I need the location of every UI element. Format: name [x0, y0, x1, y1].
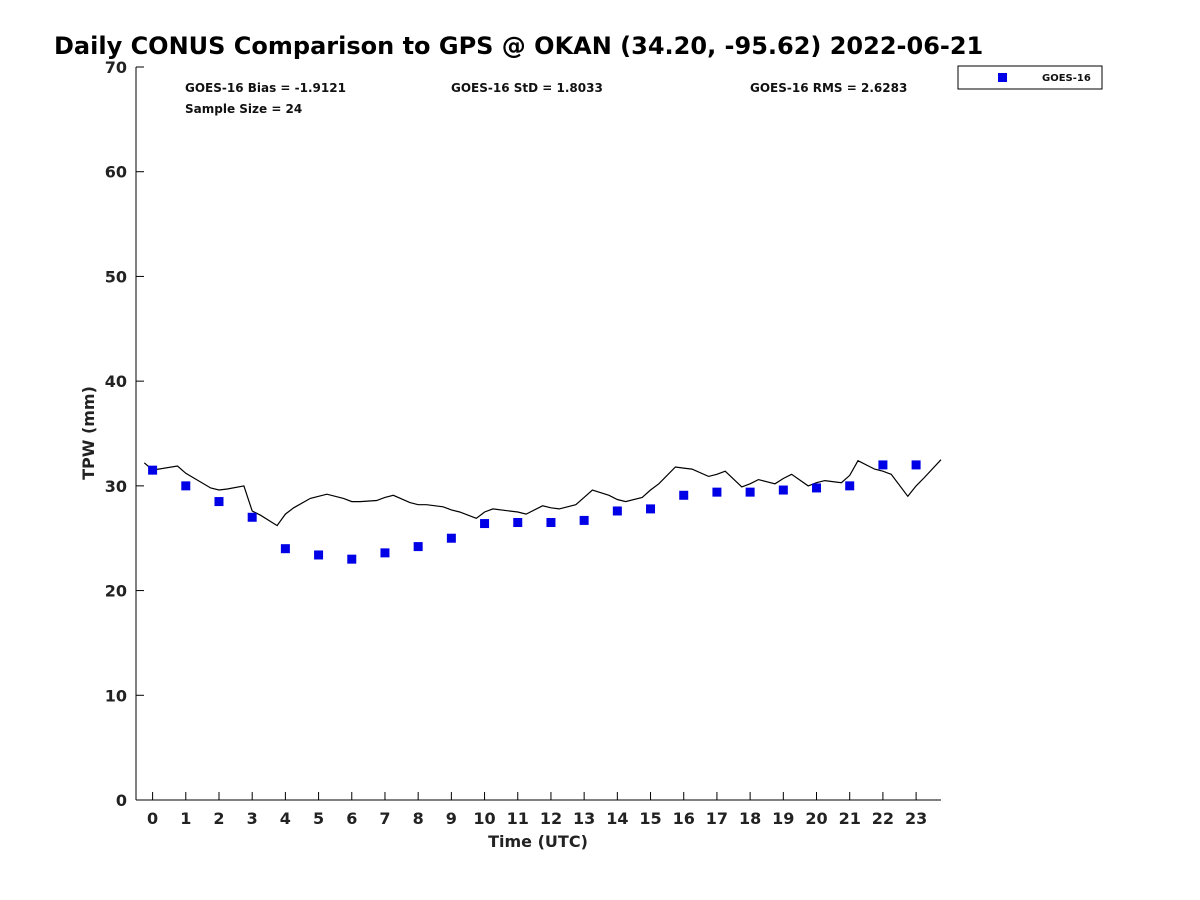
goes16-data-point [247, 512, 257, 522]
stat-std: GOES-16 StD = 1.8033 [451, 81, 603, 95]
goes16-data-point [778, 485, 788, 495]
goes16-data-point [911, 460, 921, 470]
x-tick-label: 7 [379, 809, 390, 828]
chart-title: Daily CONUS Comparison to GPS @ OKAN (34… [54, 32, 983, 60]
goes16-data-point [646, 504, 656, 514]
goes16-data-point [446, 533, 456, 543]
legend: GOES-16 [957, 65, 1103, 90]
y-tick-label: 40 [105, 372, 127, 391]
x-tick-label: 20 [805, 809, 827, 828]
x-tick-label: 9 [446, 809, 457, 828]
plot-area [135, 67, 941, 801]
x-tick-label: 21 [839, 809, 861, 828]
x-tick-label: 18 [739, 809, 761, 828]
y-tick-label: 10 [105, 686, 127, 705]
x-tick-label: 1 [180, 809, 191, 828]
y-axis-label: TPW (mm) [79, 386, 98, 480]
stat-bias: GOES-16 Bias = -1.9121 [185, 81, 346, 95]
y-tick-label: 50 [105, 267, 127, 286]
goes16-data-point [347, 554, 357, 564]
x-tick-label: 14 [606, 809, 628, 828]
goes16-data-point [812, 483, 822, 493]
y-tick-label: 20 [105, 582, 127, 601]
goes16-data-point [513, 518, 523, 528]
gps-series-line [143, 459, 942, 527]
x-tick-label: 3 [247, 809, 258, 828]
x-tick-label: 5 [313, 809, 324, 828]
x-tick-label: 22 [872, 809, 894, 828]
y-tick-label: 30 [105, 477, 127, 496]
goes16-data-point [148, 465, 158, 475]
legend-box [957, 65, 1103, 90]
goes16-marker-series [148, 460, 921, 564]
gps-line-series [143, 459, 942, 527]
x-tick-label: 15 [639, 809, 661, 828]
goes16-data-point [214, 497, 224, 507]
goes16-data-point [314, 550, 324, 560]
x-tick-label: 19 [772, 809, 794, 828]
x-tick-label: 8 [413, 809, 424, 828]
x-tick-label: 4 [280, 809, 291, 828]
goes16-data-point [280, 544, 290, 554]
goes16-data-point [845, 481, 855, 491]
goes16-data-point [612, 506, 622, 516]
goes16-data-point [480, 519, 490, 529]
x-tick-label: 17 [706, 809, 728, 828]
x-tick-label: 13 [573, 809, 595, 828]
x-tick-label: 16 [673, 809, 695, 828]
goes16-data-point [380, 548, 390, 558]
y-tick-label: 0 [116, 791, 127, 810]
goes16-data-point [712, 487, 722, 497]
x-tick-label: 6 [346, 809, 357, 828]
goes16-data-point [679, 490, 689, 500]
y-ticks: 0 10 20 30 40 50 60 70 [105, 58, 144, 810]
x-axis-label: Time (UTC) [488, 832, 588, 851]
x-tick-label: 11 [507, 809, 529, 828]
x-tick-label: 23 [905, 809, 927, 828]
x-ticks: 0 1 2 3 4 5 6 7 8 9 10 11 12 13 14 15 16 17 18 19 20 21 22 23 [147, 792, 927, 828]
stat-rms: GOES-16 RMS = 2.6283 [750, 81, 907, 95]
goes16-data-point [745, 487, 755, 497]
x-tick-label: 12 [540, 809, 562, 828]
x-tick-label: 0 [147, 809, 158, 828]
goes16-data-point [181, 481, 191, 491]
legend-marker-goes16 [998, 73, 1007, 82]
y-tick-label: 60 [105, 163, 127, 182]
stat-sample-size: Sample Size = 24 [185, 102, 302, 116]
x-tick-label: 10 [473, 809, 495, 828]
legend-label-goes16: GOES-16 [1042, 73, 1091, 84]
goes16-data-point [413, 542, 423, 552]
goes16-data-point [878, 460, 888, 470]
x-tick-label: 2 [213, 809, 224, 828]
y-tick-label: 70 [105, 58, 127, 77]
goes16-data-point [579, 515, 589, 525]
goes16-data-point [546, 518, 556, 528]
